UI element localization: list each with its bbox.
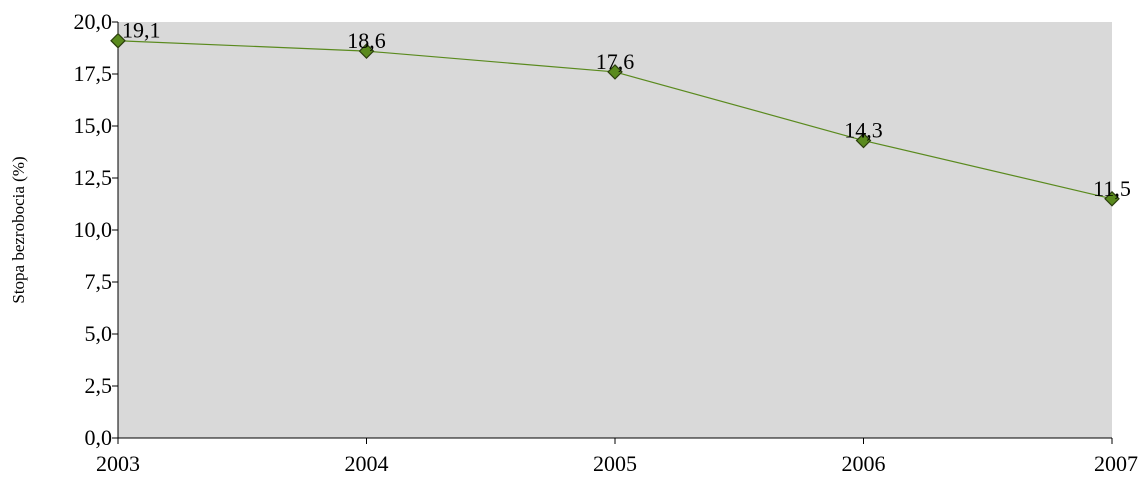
data-label: 17,6 (596, 49, 635, 74)
x-axis: 2003 2004 2005 2006 2007 (96, 437, 1138, 476)
y-tick-label: 12,5 (74, 165, 113, 190)
y-tick-label: 2,5 (85, 373, 113, 398)
y-axis-title: Stopa bezrobocia (%) (9, 156, 28, 303)
y-tick-label: 0,0 (85, 425, 113, 450)
y-axis: 0,0 2,5 5,0 7,5 10,0 12,5 15,0 17,5 20,0 (74, 9, 119, 450)
data-label: 18,6 (347, 28, 386, 53)
data-label: 14,3 (844, 118, 883, 143)
data-point-marker (1104, 190, 1120, 207)
x-tick-label: 2006 (842, 451, 886, 476)
y-tick-label: 17,5 (74, 61, 113, 86)
x-tick-label: 2005 (593, 451, 637, 476)
x-tick-label: 2007 (1094, 451, 1138, 476)
y-tick-label: 15,0 (74, 113, 113, 138)
series-layer: 19,1 18,6 17,6 14,3 11,5 (110, 18, 1131, 207)
data-point-marker (110, 32, 126, 49)
data-point-marker (607, 64, 623, 80)
data-point-marker (855, 132, 872, 149)
y-tick-label: 20,0 (74, 9, 113, 34)
y-tick-label: 7,5 (85, 269, 113, 294)
data-label: 19,1 (122, 18, 161, 43)
data-label: 11,5 (1093, 176, 1131, 201)
x-tick-label: 2003 (96, 451, 140, 476)
data-point-marker (358, 43, 375, 59)
plot-area (118, 22, 1112, 438)
y-tick-label: 5,0 (85, 321, 113, 346)
x-tick-label: 2004 (345, 451, 389, 476)
y-tick-label: 10,0 (74, 217, 113, 242)
